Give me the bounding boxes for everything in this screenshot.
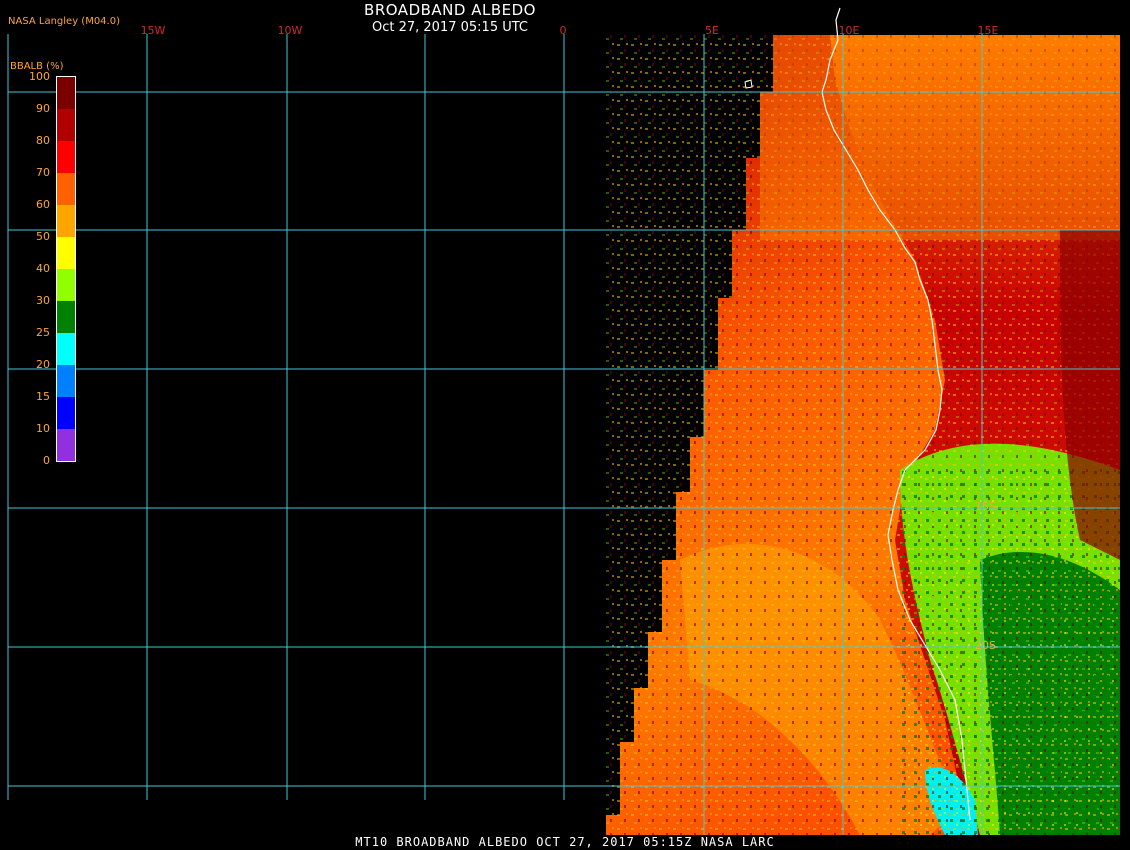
- legend-swatch: [57, 237, 75, 269]
- lon-label-10w: 10W: [277, 24, 303, 37]
- legend-swatch: [57, 397, 75, 429]
- legend-tick-label: 90: [36, 102, 50, 115]
- legend-swatch: [57, 205, 75, 237]
- legend-tick-label: 60: [36, 198, 50, 211]
- map-timestamp: Oct 27, 2017 05:15 UTC: [372, 20, 528, 35]
- legend-tick-label: 25: [36, 326, 50, 339]
- coastline: [821, 7, 971, 821]
- legend-tick-label: 30: [36, 294, 50, 307]
- legend-tick-label: 40: [36, 262, 50, 275]
- eastern-dark-region: [1060, 230, 1120, 560]
- lon-label-10e: 10E: [838, 24, 860, 37]
- lat-label-15s: 15S: [975, 500, 996, 513]
- legend-swatch: [57, 173, 75, 205]
- legend-tick-label: 15: [36, 390, 50, 403]
- map-title: BROADBAND ALBEDO: [364, 1, 536, 19]
- legend-swatch: [57, 333, 75, 365]
- lon-label-0: 0: [559, 24, 567, 37]
- legend-tick-label: 80: [36, 134, 50, 147]
- legend-tick-label: 70: [36, 166, 50, 179]
- legend-swatch: [57, 365, 75, 397]
- lon-label-5e: 5E: [705, 24, 719, 37]
- legend-swatch: [57, 301, 75, 333]
- legend-swatch: [57, 269, 75, 301]
- legend-tick-label: 50: [36, 230, 50, 243]
- legend-tick-label: 20: [36, 358, 50, 371]
- legend-swatch: [57, 429, 75, 461]
- legend-tick-label: 10: [36, 422, 50, 435]
- producer-credit: NASA Langley (M04.0): [8, 16, 120, 27]
- lat-label-20s: 20S: [975, 639, 996, 652]
- legend-swatch: [57, 141, 75, 173]
- legend-tick-label: 0: [43, 454, 50, 467]
- legend-swatch: [57, 77, 75, 109]
- legend-tick-label: 100: [29, 70, 50, 83]
- lat-lon-grid: [7, 34, 1120, 835]
- lon-label-15w: 15W: [140, 24, 166, 37]
- lon-label-15e: 15E: [977, 24, 999, 37]
- legend-swatch: [57, 109, 75, 141]
- footer-caption: MT10 BROADBAND ALBEDO OCT 27, 2017 05:15…: [355, 835, 775, 849]
- satellite-swath: [606, 35, 1120, 835]
- legend-title: BBALB (%): [10, 61, 64, 72]
- northern-highlands: [760, 35, 1120, 240]
- island-outline: [744, 79, 753, 89]
- albedo-color-legend: [56, 76, 76, 462]
